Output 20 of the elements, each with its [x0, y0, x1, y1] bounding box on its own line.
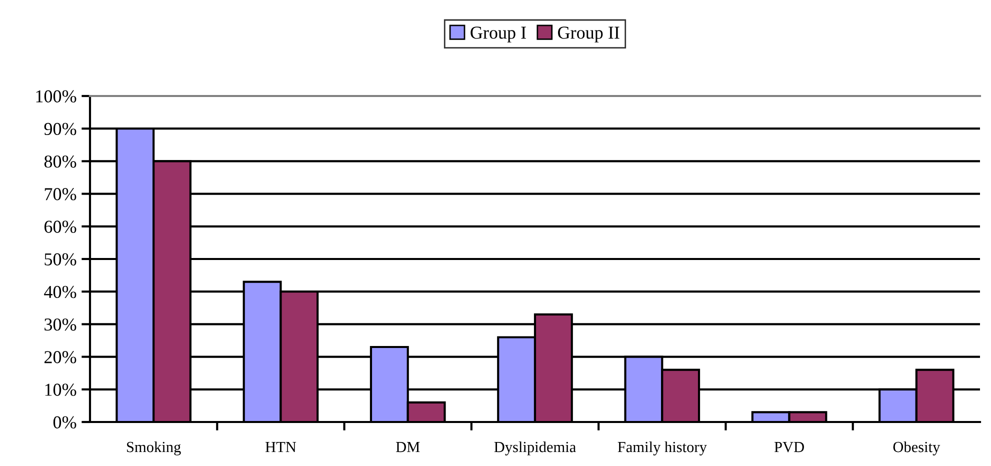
- y-tick-label: 100%: [36, 90, 76, 102]
- x-tick-label: HTN: [265, 442, 296, 452]
- y-tick-label: 40%: [44, 286, 76, 298]
- x-tick-label: DM: [396, 442, 420, 452]
- y-tick-label: 90%: [44, 122, 76, 136]
- x-tick-label: Smoking: [127, 441, 181, 456]
- legend-label: Group II: [558, 26, 620, 42]
- x-tick-label: PVD: [774, 442, 804, 452]
- y-tick-label: 80%: [44, 155, 76, 168]
- y-tick-label: 50%: [44, 253, 76, 266]
- y-tick-label: 60%: [44, 220, 76, 233]
- x-tick-label: Obesity: [893, 441, 940, 456]
- y-tick-label: 0%: [53, 416, 76, 428]
- legend-label: Group I: [470, 26, 526, 42]
- x-tick-label: Family history: [618, 441, 707, 456]
- y-tick-label: 70%: [44, 188, 76, 200]
- x-tick-label: Dyslipidemia: [494, 441, 576, 456]
- y-tick-label: 10%: [45, 384, 76, 396]
- y-tick-label: 30%: [44, 318, 76, 331]
- y-tick-label: 20%: [44, 351, 76, 364]
